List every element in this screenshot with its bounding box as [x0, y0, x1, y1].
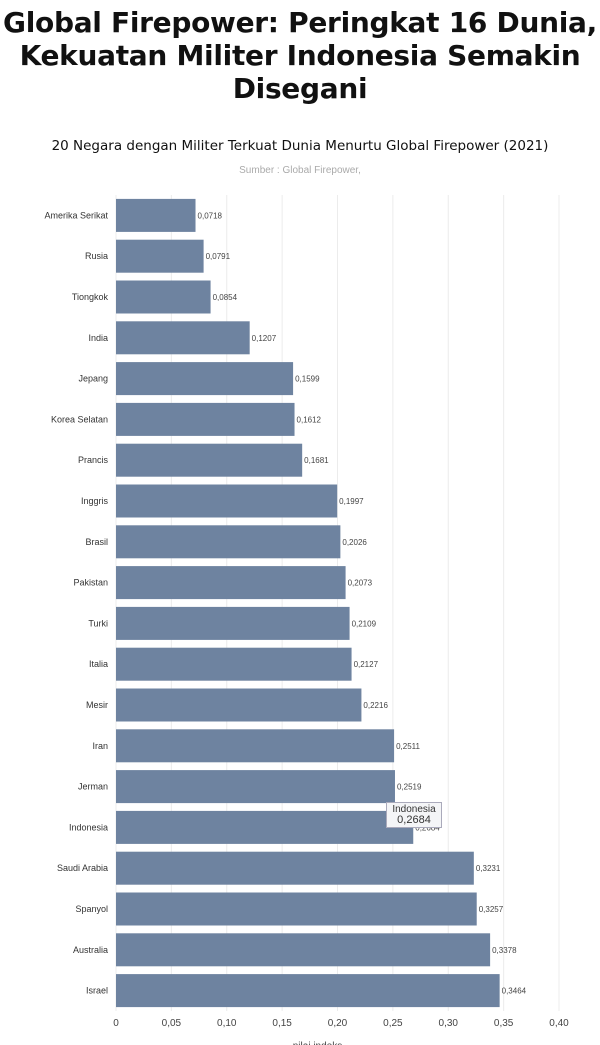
- category-label: Iran: [92, 741, 108, 751]
- bar: [116, 933, 491, 967]
- data-label: 0,0718: [198, 211, 223, 220]
- x-tick-label: 0,30: [439, 1018, 459, 1029]
- bar: [116, 362, 294, 396]
- category-label: Jepang: [78, 374, 108, 384]
- data-label: 0,2109: [352, 619, 377, 628]
- data-label: 0,1997: [339, 497, 364, 506]
- category-label: Brasil: [85, 537, 108, 547]
- category-label: Pakistan: [73, 578, 108, 588]
- headline: Global Firepower: Peringkat 16 Dunia, Ke…: [3, 6, 597, 105]
- x-tick-label: 0,25: [383, 1018, 403, 1029]
- data-label: 0,3464: [502, 987, 527, 996]
- category-label: Turki: [88, 618, 108, 628]
- bar: [116, 484, 338, 518]
- data-label: 0,2511: [396, 742, 420, 751]
- tooltip-value: 0,2684: [397, 814, 431, 826]
- data-label: 0,3378: [492, 946, 517, 955]
- category-label: Jerman: [78, 782, 108, 792]
- bar: [116, 280, 211, 314]
- data-label: 0,1612: [297, 415, 322, 424]
- category-label: Indonesia: [69, 822, 108, 832]
- bar: [116, 851, 474, 885]
- bar: [116, 810, 414, 844]
- data-label: 0,2127: [354, 660, 379, 669]
- bar: [116, 198, 196, 232]
- category-label: Amerika Serikat: [44, 210, 108, 220]
- data-label: 0,2073: [348, 579, 373, 588]
- data-label: 0,2216: [363, 701, 388, 710]
- bar: [116, 321, 250, 355]
- category-label: Korea Selatan: [51, 414, 108, 424]
- category-label: Spanyol: [75, 904, 108, 914]
- x-tick-label: 0,20: [328, 1018, 348, 1029]
- category-label: Italia: [89, 659, 108, 669]
- category-label: Israel: [86, 986, 108, 996]
- data-label: 0,0791: [206, 252, 231, 261]
- data-label: 0,0854: [213, 293, 238, 302]
- data-label: 0,3257: [479, 905, 504, 914]
- bar: [116, 729, 395, 763]
- chart-source: Sumber : Global Firepower,: [239, 165, 361, 176]
- bar: [116, 239, 204, 273]
- data-label: 0,1681: [304, 456, 329, 465]
- bar: [116, 402, 295, 436]
- tooltip: Indonesia 0,2684: [386, 802, 442, 828]
- category-label: India: [88, 333, 108, 343]
- data-label: 0,1599: [295, 375, 320, 384]
- x-tick-label: 0,10: [217, 1018, 237, 1029]
- x-tick-label: 0,15: [272, 1018, 292, 1029]
- bar: [116, 647, 352, 681]
- bar: [116, 566, 346, 600]
- bar: [116, 892, 477, 926]
- x-tick-label: 0,35: [494, 1018, 514, 1029]
- category-label: Prancis: [78, 455, 109, 465]
- bar: [116, 770, 395, 804]
- data-label: 0,2519: [397, 783, 422, 792]
- bar: [116, 606, 350, 640]
- x-tick-label: 0,40: [549, 1018, 569, 1029]
- data-label: 0,1207: [252, 334, 277, 343]
- data-label: 0,3231: [476, 864, 501, 873]
- x-tick-label: 0,05: [162, 1018, 182, 1029]
- data-label: 0,2026: [342, 538, 367, 547]
- tooltip-category: Indonesia: [392, 804, 436, 815]
- chart-title: 20 Negara dengan Militer Terkuat Dunia M…: [51, 138, 549, 154]
- bar: [116, 974, 500, 1008]
- bar: [116, 525, 341, 559]
- category-label: Rusia: [85, 251, 108, 261]
- x-tick-label: 0: [113, 1018, 119, 1029]
- category-label: Tiongkok: [72, 292, 109, 302]
- category-label: Australia: [73, 945, 108, 955]
- bar: [116, 443, 303, 477]
- category-label: Mesir: [86, 700, 108, 710]
- x-axis-label: nilai indeks: [293, 1041, 342, 1045]
- category-label: Saudi Arabia: [57, 863, 108, 873]
- category-label: Inggris: [81, 496, 109, 506]
- bar: [116, 688, 362, 722]
